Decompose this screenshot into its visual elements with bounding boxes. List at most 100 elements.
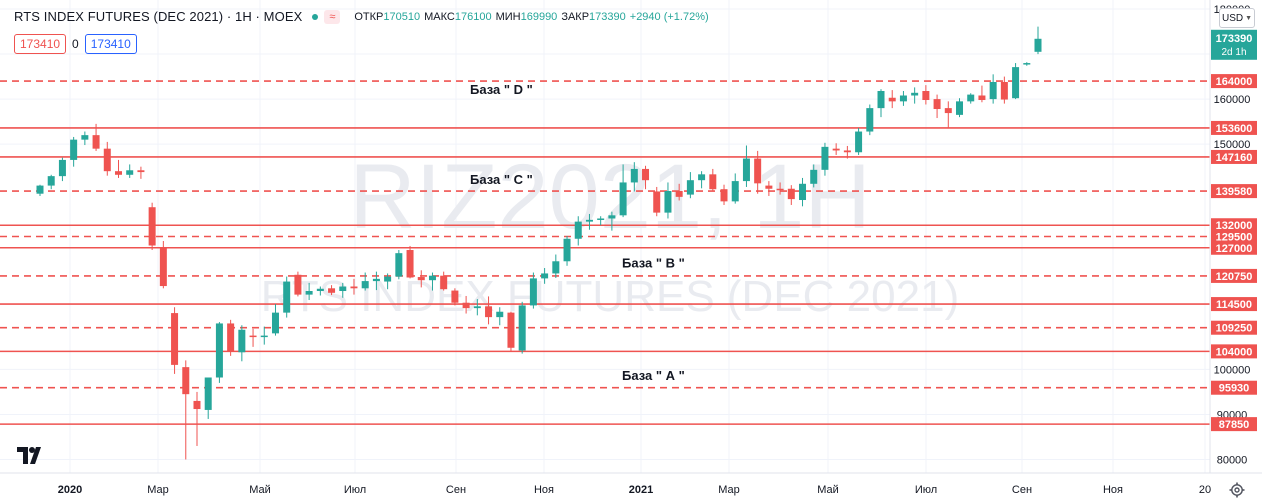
zone-annotation-label: База " D " [470, 82, 533, 97]
candle-body [260, 335, 268, 338]
zone-annotations: База " D " База " С " База " В " База " А " [470, 82, 685, 383]
price-tick-label: 160000 [1214, 94, 1251, 106]
tradingview-logo-icon[interactable] [16, 444, 42, 466]
level-price-tag [1211, 297, 1257, 312]
candle-body [698, 174, 706, 181]
candle-body [182, 367, 190, 395]
candle-body [428, 275, 436, 281]
price-tick-label: 100000 [1214, 364, 1251, 376]
time-tick-label: Май [249, 484, 271, 496]
level-price-label: 147160 [1216, 152, 1253, 164]
time-tick-label: Май [817, 484, 839, 496]
level-price-label: 95930 [1219, 383, 1250, 395]
candle-body [630, 168, 638, 183]
level-price-label: 109250 [1216, 323, 1253, 335]
level-price-label: 114500 [1216, 299, 1252, 311]
candle-body [686, 180, 694, 195]
candle-body [417, 277, 425, 281]
candle-body [227, 323, 235, 352]
ohlc-values: ОТКР170510 МАКС176100 МИН169990 ЗАКР173390 +… [354, 11, 708, 23]
symbol-title[interactable]: RTS INDEX FUTURES (DEC 2021) · 1H · MOEX [14, 9, 303, 24]
candle-body [944, 108, 952, 114]
level-price-tag [1211, 149, 1257, 164]
candle-body [496, 311, 504, 318]
candle-body [552, 261, 560, 274]
level-price-label: 129500 [1216, 232, 1253, 244]
candle-body [967, 94, 975, 102]
buy-price-button[interactable]: 173410 [84, 34, 137, 54]
candle-body [159, 247, 167, 287]
zone-annotation-label: База " В " [622, 256, 685, 271]
candle-body [529, 278, 537, 306]
currency-selector[interactable]: USD ▼ [1219, 8, 1255, 28]
candle-body [541, 273, 549, 279]
level-price-tag [1211, 344, 1257, 359]
candle-body [832, 148, 840, 151]
support-resistance-levels [0, 80, 1210, 425]
time-tick-label: Сен [1012, 484, 1032, 496]
candle-body [70, 139, 78, 160]
ohlc-value: +2940 (+1.72%) [629, 10, 709, 23]
ohlc-label: ЗАКР [561, 10, 590, 23]
candle-body [978, 95, 986, 101]
candle-body [372, 278, 380, 282]
candle-body [731, 181, 739, 202]
level-price-tag [1211, 74, 1257, 89]
sell-price-button[interactable]: 173410 [14, 34, 67, 54]
level-price-tag [1211, 184, 1257, 199]
candle-body [899, 95, 907, 102]
candle-body [1034, 38, 1042, 52]
time-tick-label: 20 [1199, 484, 1211, 496]
last-price-label: 173390 [1216, 33, 1253, 45]
candle-body [619, 182, 627, 216]
candle-body [675, 191, 683, 197]
level-price-label: 120750 [1216, 271, 1253, 283]
candle-body [956, 101, 964, 115]
candle-body [664, 191, 672, 213]
candle-body [608, 215, 616, 219]
level-price-tag [1211, 120, 1257, 135]
candle-body [888, 97, 896, 102]
level-price-tag [1211, 380, 1257, 395]
time-axis[interactable]: 2020 Мар Май Июл Сен Ноя 2021 Мар Май Июл Сен Ноя 20 [58, 484, 1211, 496]
candle-body [283, 281, 291, 313]
gear-icon[interactable] [1229, 482, 1245, 498]
ohlc-label: МАКС [424, 10, 455, 23]
market-status-dot [312, 13, 319, 20]
candle-body [406, 250, 414, 278]
candle-body [821, 146, 829, 170]
time-tick-label: 2021 [629, 484, 653, 496]
candle-body [810, 169, 818, 184]
candle-body [922, 90, 930, 101]
candle-body [989, 81, 997, 100]
candle-body [215, 323, 223, 378]
ohlc-value: 169990 [520, 10, 558, 23]
time-tick-label: 2020 [58, 484, 82, 496]
level-price-label: 104000 [1216, 346, 1253, 358]
level-price-tag [1211, 240, 1257, 255]
candle-body [720, 189, 728, 202]
candle-body [92, 135, 100, 149]
candle-body [58, 159, 66, 177]
time-tick-label: Июл [344, 484, 366, 496]
price-axis[interactable]: 8000090000100000150000160000170000180000… [1211, 4, 1257, 466]
candle-body [81, 135, 89, 140]
candle-body [440, 275, 448, 290]
candle-body [103, 148, 111, 172]
currency-label: USD [1221, 12, 1244, 24]
level-price-tag [1211, 268, 1257, 283]
candle-body [518, 305, 526, 351]
chevron-down-icon: ▼ [1245, 14, 1253, 22]
zone-annotation-label: База " С " [470, 172, 533, 187]
time-tick-label: Июл [915, 484, 937, 496]
candle-body [361, 281, 369, 289]
bar-countdown-label: 2d 1h [1221, 47, 1246, 58]
level-price-label: 164000 [1216, 76, 1253, 88]
wave-icon[interactable]: ≈ [324, 9, 341, 24]
zone-annotation-label: База " А " [622, 368, 685, 383]
candle-body [350, 286, 358, 289]
candle-body [171, 313, 179, 365]
candle-body [1012, 67, 1020, 99]
candle-body [47, 176, 55, 186]
